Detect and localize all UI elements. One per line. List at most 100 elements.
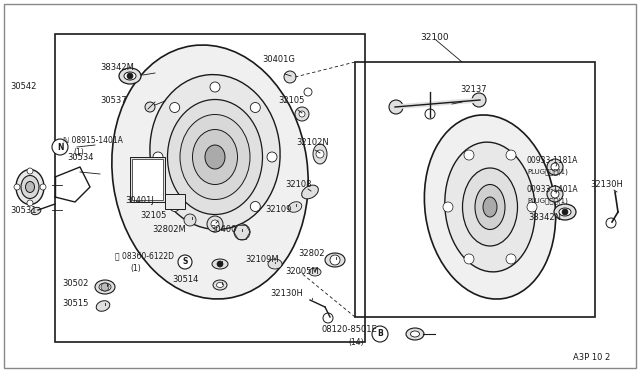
Text: 00933-1401A: 00933-1401A: [527, 185, 579, 193]
Ellipse shape: [313, 144, 327, 164]
Circle shape: [145, 102, 155, 112]
Circle shape: [472, 93, 486, 107]
Circle shape: [217, 261, 223, 267]
Circle shape: [14, 184, 20, 190]
Text: 30401J: 30401J: [125, 196, 154, 205]
Ellipse shape: [463, 168, 518, 246]
Bar: [132, 159, 163, 200]
Circle shape: [184, 214, 196, 226]
Text: Ⓢ 08360-6122D: Ⓢ 08360-6122D: [115, 251, 174, 260]
Text: 32102N: 32102N: [296, 138, 329, 147]
Ellipse shape: [268, 259, 282, 269]
Text: 32130H: 32130H: [270, 289, 303, 298]
Circle shape: [267, 152, 277, 162]
Circle shape: [506, 150, 516, 160]
Circle shape: [27, 200, 33, 206]
Ellipse shape: [26, 182, 35, 192]
Text: 32100: 32100: [420, 32, 449, 42]
Circle shape: [52, 139, 68, 155]
Circle shape: [295, 107, 309, 121]
Circle shape: [234, 224, 250, 240]
Circle shape: [323, 313, 333, 323]
Circle shape: [250, 202, 260, 212]
Ellipse shape: [213, 280, 227, 290]
Ellipse shape: [16, 170, 44, 205]
Circle shape: [506, 254, 516, 264]
Text: PLUGプラグ(1): PLUGプラグ(1): [527, 169, 568, 175]
Circle shape: [551, 163, 559, 171]
Ellipse shape: [112, 45, 308, 299]
Bar: [355, 62, 595, 317]
Ellipse shape: [193, 129, 237, 185]
Ellipse shape: [95, 280, 115, 294]
Text: 32005M: 32005M: [285, 267, 319, 276]
Circle shape: [299, 111, 305, 117]
Text: N: N: [57, 142, 63, 151]
Text: 32105: 32105: [278, 96, 305, 105]
Text: 30514: 30514: [172, 276, 198, 285]
Circle shape: [562, 209, 568, 215]
Bar: [55, 34, 365, 342]
Ellipse shape: [410, 331, 419, 337]
Ellipse shape: [288, 202, 302, 212]
Ellipse shape: [325, 253, 345, 267]
Circle shape: [547, 186, 563, 202]
Bar: [130, 157, 165, 202]
Circle shape: [178, 255, 192, 269]
Ellipse shape: [212, 259, 228, 269]
Ellipse shape: [301, 185, 318, 199]
Text: 08120-8501E: 08120-8501E: [322, 324, 378, 334]
Ellipse shape: [168, 99, 262, 215]
Text: B: B: [377, 330, 383, 339]
Ellipse shape: [483, 197, 497, 217]
Text: 32130H: 32130H: [590, 180, 623, 189]
Text: 32109: 32109: [265, 205, 291, 214]
Text: PLUGプラグ(1): PLUGプラグ(1): [527, 198, 568, 204]
Circle shape: [606, 218, 616, 228]
Ellipse shape: [309, 268, 321, 276]
Text: (14): (14): [348, 337, 364, 346]
Ellipse shape: [475, 185, 505, 230]
Circle shape: [425, 109, 435, 119]
Text: 30502: 30502: [62, 279, 88, 289]
Circle shape: [127, 73, 133, 79]
Circle shape: [40, 184, 46, 190]
Circle shape: [284, 71, 296, 83]
Text: 30400: 30400: [210, 224, 236, 234]
Ellipse shape: [21, 176, 39, 199]
Bar: [165, 194, 185, 209]
Text: 30534: 30534: [67, 153, 93, 161]
Circle shape: [207, 216, 223, 232]
Ellipse shape: [119, 68, 141, 84]
Text: (1): (1): [130, 264, 141, 273]
Circle shape: [547, 159, 563, 175]
Circle shape: [101, 283, 109, 291]
Text: (1): (1): [73, 148, 84, 157]
Ellipse shape: [124, 72, 136, 80]
Ellipse shape: [180, 115, 250, 199]
Ellipse shape: [31, 207, 41, 215]
Text: 32802M: 32802M: [152, 224, 186, 234]
Circle shape: [210, 82, 220, 92]
Circle shape: [170, 202, 180, 212]
Text: 32109M: 32109M: [245, 254, 278, 263]
Circle shape: [551, 190, 559, 198]
Text: 00933-1181A: 00933-1181A: [527, 155, 579, 164]
Ellipse shape: [406, 328, 424, 340]
Text: A3P 10 2: A3P 10 2: [573, 353, 610, 362]
Text: 30542: 30542: [10, 81, 36, 90]
Circle shape: [389, 100, 403, 114]
Text: S: S: [182, 257, 188, 266]
Text: 32802: 32802: [298, 250, 324, 259]
Circle shape: [443, 202, 453, 212]
Circle shape: [372, 326, 388, 342]
Ellipse shape: [424, 115, 556, 299]
Text: 32137: 32137: [460, 84, 486, 93]
Circle shape: [527, 202, 537, 212]
Text: 30515: 30515: [62, 299, 88, 308]
Ellipse shape: [96, 301, 110, 311]
Ellipse shape: [205, 145, 225, 169]
Circle shape: [304, 88, 312, 96]
Circle shape: [464, 150, 474, 160]
Text: 30537: 30537: [100, 96, 127, 105]
